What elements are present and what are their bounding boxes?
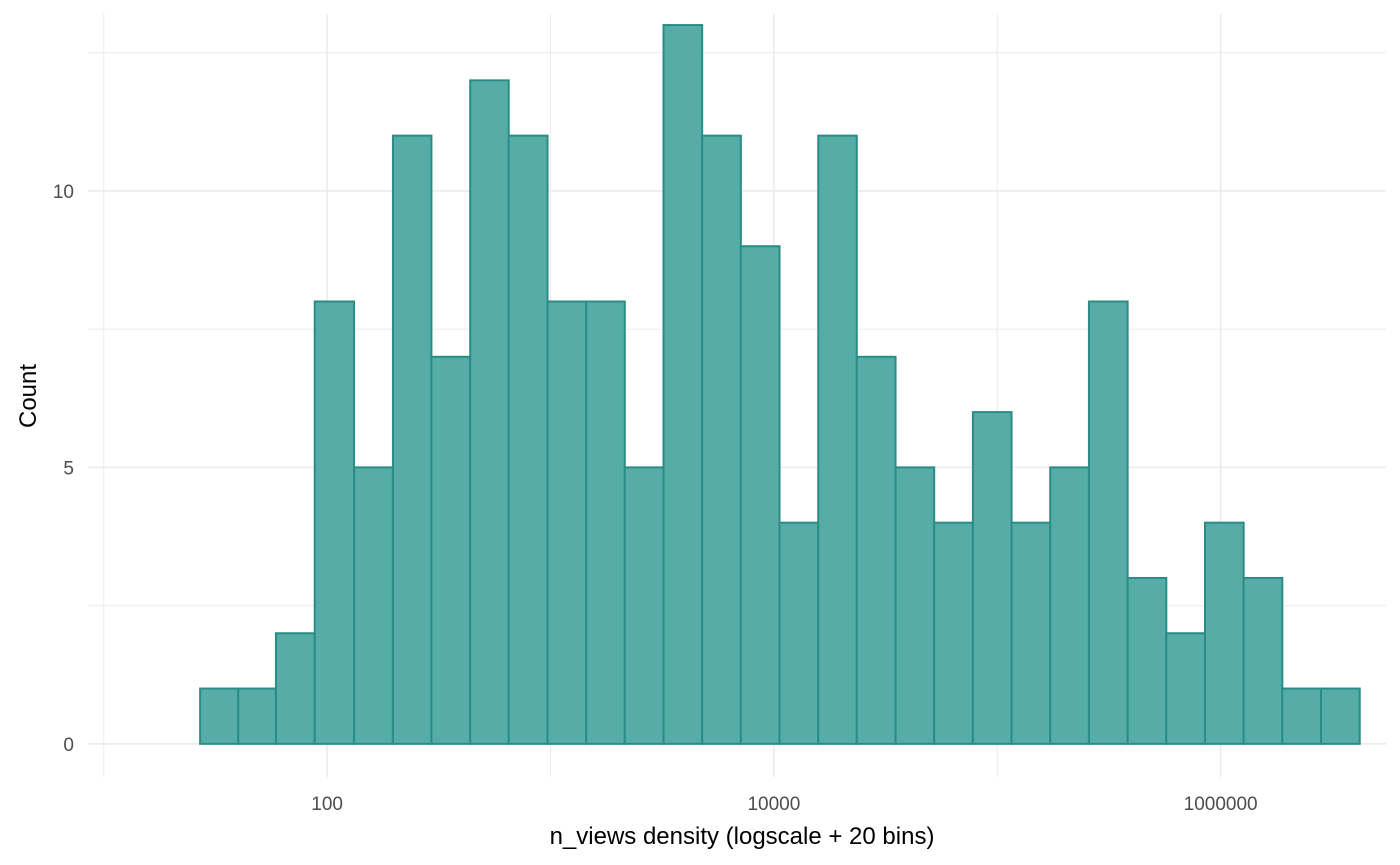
histogram-bars	[199, 24, 1361, 745]
histogram-bar	[585, 300, 626, 745]
y-tick-label: 0	[63, 735, 74, 756]
histogram-bar	[739, 245, 781, 745]
histogram-bar	[1010, 521, 1052, 745]
histogram-bar	[546, 300, 588, 745]
histogram-bar	[237, 687, 277, 745]
histogram-bar	[353, 466, 394, 745]
histogram-bar	[701, 134, 742, 745]
x-tick-label: 100	[311, 794, 343, 815]
histogram-bar	[933, 521, 974, 745]
histogram-bar	[469, 79, 510, 745]
histogram-bar	[391, 134, 433, 745]
histogram-bar	[817, 134, 858, 745]
histogram-bar	[507, 134, 549, 745]
histogram-bar	[1049, 466, 1090, 745]
y-tick-label: 5	[63, 458, 74, 479]
histogram-bar	[274, 632, 316, 745]
x-tick-label: 10000	[747, 794, 800, 815]
histogram-bar	[1242, 576, 1284, 745]
histogram-bar	[894, 466, 936, 745]
histogram-bar	[1087, 300, 1129, 745]
histogram-bar	[778, 521, 820, 745]
histogram-bar	[662, 24, 704, 745]
y-tick-label: 10	[53, 182, 74, 203]
y-axis-ticks: 0 5 10	[53, 182, 74, 756]
histogram-bar	[199, 687, 240, 745]
histogram-bar	[971, 411, 1013, 745]
histogram-bar	[1320, 687, 1361, 745]
x-axis-ticks: 100 10000 1000000	[311, 794, 1257, 815]
histogram-bar	[623, 466, 665, 745]
histogram-bar	[1281, 687, 1323, 745]
y-axis-title: Count	[15, 364, 42, 428]
histogram-bar	[855, 355, 897, 745]
histogram-bar	[1165, 632, 1206, 745]
histogram-bar	[1203, 521, 1245, 745]
x-axis-title: n_views density (logscale + 20 bins)	[550, 823, 935, 850]
histogram-bar	[430, 355, 472, 745]
histogram-bar	[1126, 576, 1168, 745]
x-tick-label: 1000000	[1184, 794, 1258, 815]
histogram-bar	[313, 300, 356, 745]
